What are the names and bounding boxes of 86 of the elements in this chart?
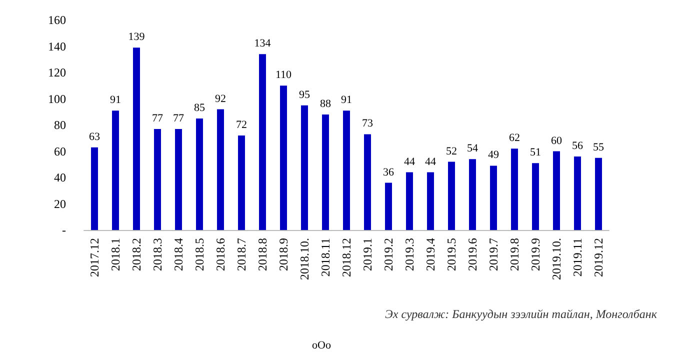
data-label: 62 [509,132,520,144]
x-tick-label: 2019.2 [382,238,396,271]
bar [175,128,182,230]
bar [553,151,560,230]
data-label: 92 [215,92,226,105]
x-tick-label: 2019.5 [444,238,458,271]
bar [301,105,308,230]
data-label: 54 [467,142,478,155]
bar [280,86,287,230]
data-label: 55 [593,141,604,154]
bar [196,118,203,230]
x-tick-label: 2018.7 [234,238,248,271]
x-tick-label: 2018.12 [340,238,354,277]
bar [469,159,476,230]
bar [91,147,98,230]
data-label: 63 [89,130,100,143]
bar [574,156,581,230]
bar [154,128,161,230]
x-tick-label: 2019.12 [592,238,606,277]
bar [490,166,497,230]
x-tick-label: 2018.5 [192,238,206,271]
bar [406,172,413,230]
data-label: 60 [551,134,562,147]
x-tick-label: 2019.7 [486,238,500,271]
y-tick-label: 100 [48,92,66,106]
bar [364,134,371,230]
bar [595,158,602,230]
x-tick-label: 2018.6 [214,238,228,271]
x-tick-label: 2018.9 [276,238,290,271]
bar [343,110,350,230]
y-tick-label: 20 [54,196,66,211]
y-tick-label: - [62,223,66,237]
data-label: 134 [254,38,272,50]
data-label: 77 [152,112,164,124]
bar [448,162,455,230]
data-label: 85 [194,102,206,114]
x-tick-label: 2019.6 [466,238,480,271]
bar [259,54,266,230]
data-label: 56 [572,140,584,152]
data-label: 95 [299,88,310,101]
data-label: 73 [362,118,374,130]
x-tick-label: 2018.10. [298,238,312,280]
data-label: 110 [275,69,292,82]
text: Эх сурвалж: Банкуудын зээлийн тайлан, Монголбанк [385,307,658,321]
x-tick-label: 2019.11 [570,238,584,277]
x-tick-label: 2019.9 [528,238,542,271]
y-tick-label: 80 [54,118,66,132]
bar [238,136,245,230]
data-label: 49 [488,149,500,162]
y-tick-label: 40 [54,170,66,184]
data-label: 91 [110,94,121,106]
x-tick-label: 2018.4 [172,238,186,271]
x-tick-label: 2018.11 [318,238,332,277]
data-label: 88 [320,98,332,110]
data-label: 91 [341,94,352,106]
data-label: 77 [173,112,184,124]
bar [112,110,119,230]
y-tick-label: 60 [54,144,66,158]
data-label: 51 [530,146,541,159]
bar [217,109,224,230]
data-label: 52 [446,145,457,158]
bar [133,48,140,230]
y-tick-label: 160 [48,13,66,27]
x-tick-label: 2019.1 [360,238,374,271]
bar [511,148,518,230]
y-tick-label: 120 [48,66,66,80]
x-tick-label: 2018.1 [108,238,122,271]
x-tick-label: 2017.12 [88,238,102,277]
x-tick-label: 2018.2 [130,238,144,271]
x-tick-label: 2019.4 [424,238,438,271]
x-tick-label: 2019.10. [550,238,564,280]
y-tick-label: 140 [48,39,66,54]
bar [322,114,329,230]
x-tick-label: 2018.3 [150,238,164,271]
bar [427,172,434,230]
x-tick-label: 2019.8 [508,238,522,271]
x-tick-label: 2018.8 [256,238,270,271]
bar [532,163,539,230]
data-label: 36 [383,166,394,178]
x-tick-label: 2019.3 [402,238,416,271]
data-label: 44 [404,156,416,168]
text: oOo [312,340,332,352]
bar [385,182,392,230]
data-label: 44 [425,156,436,168]
data-label: 139 [128,31,146,44]
data-label: 72 [236,119,247,131]
